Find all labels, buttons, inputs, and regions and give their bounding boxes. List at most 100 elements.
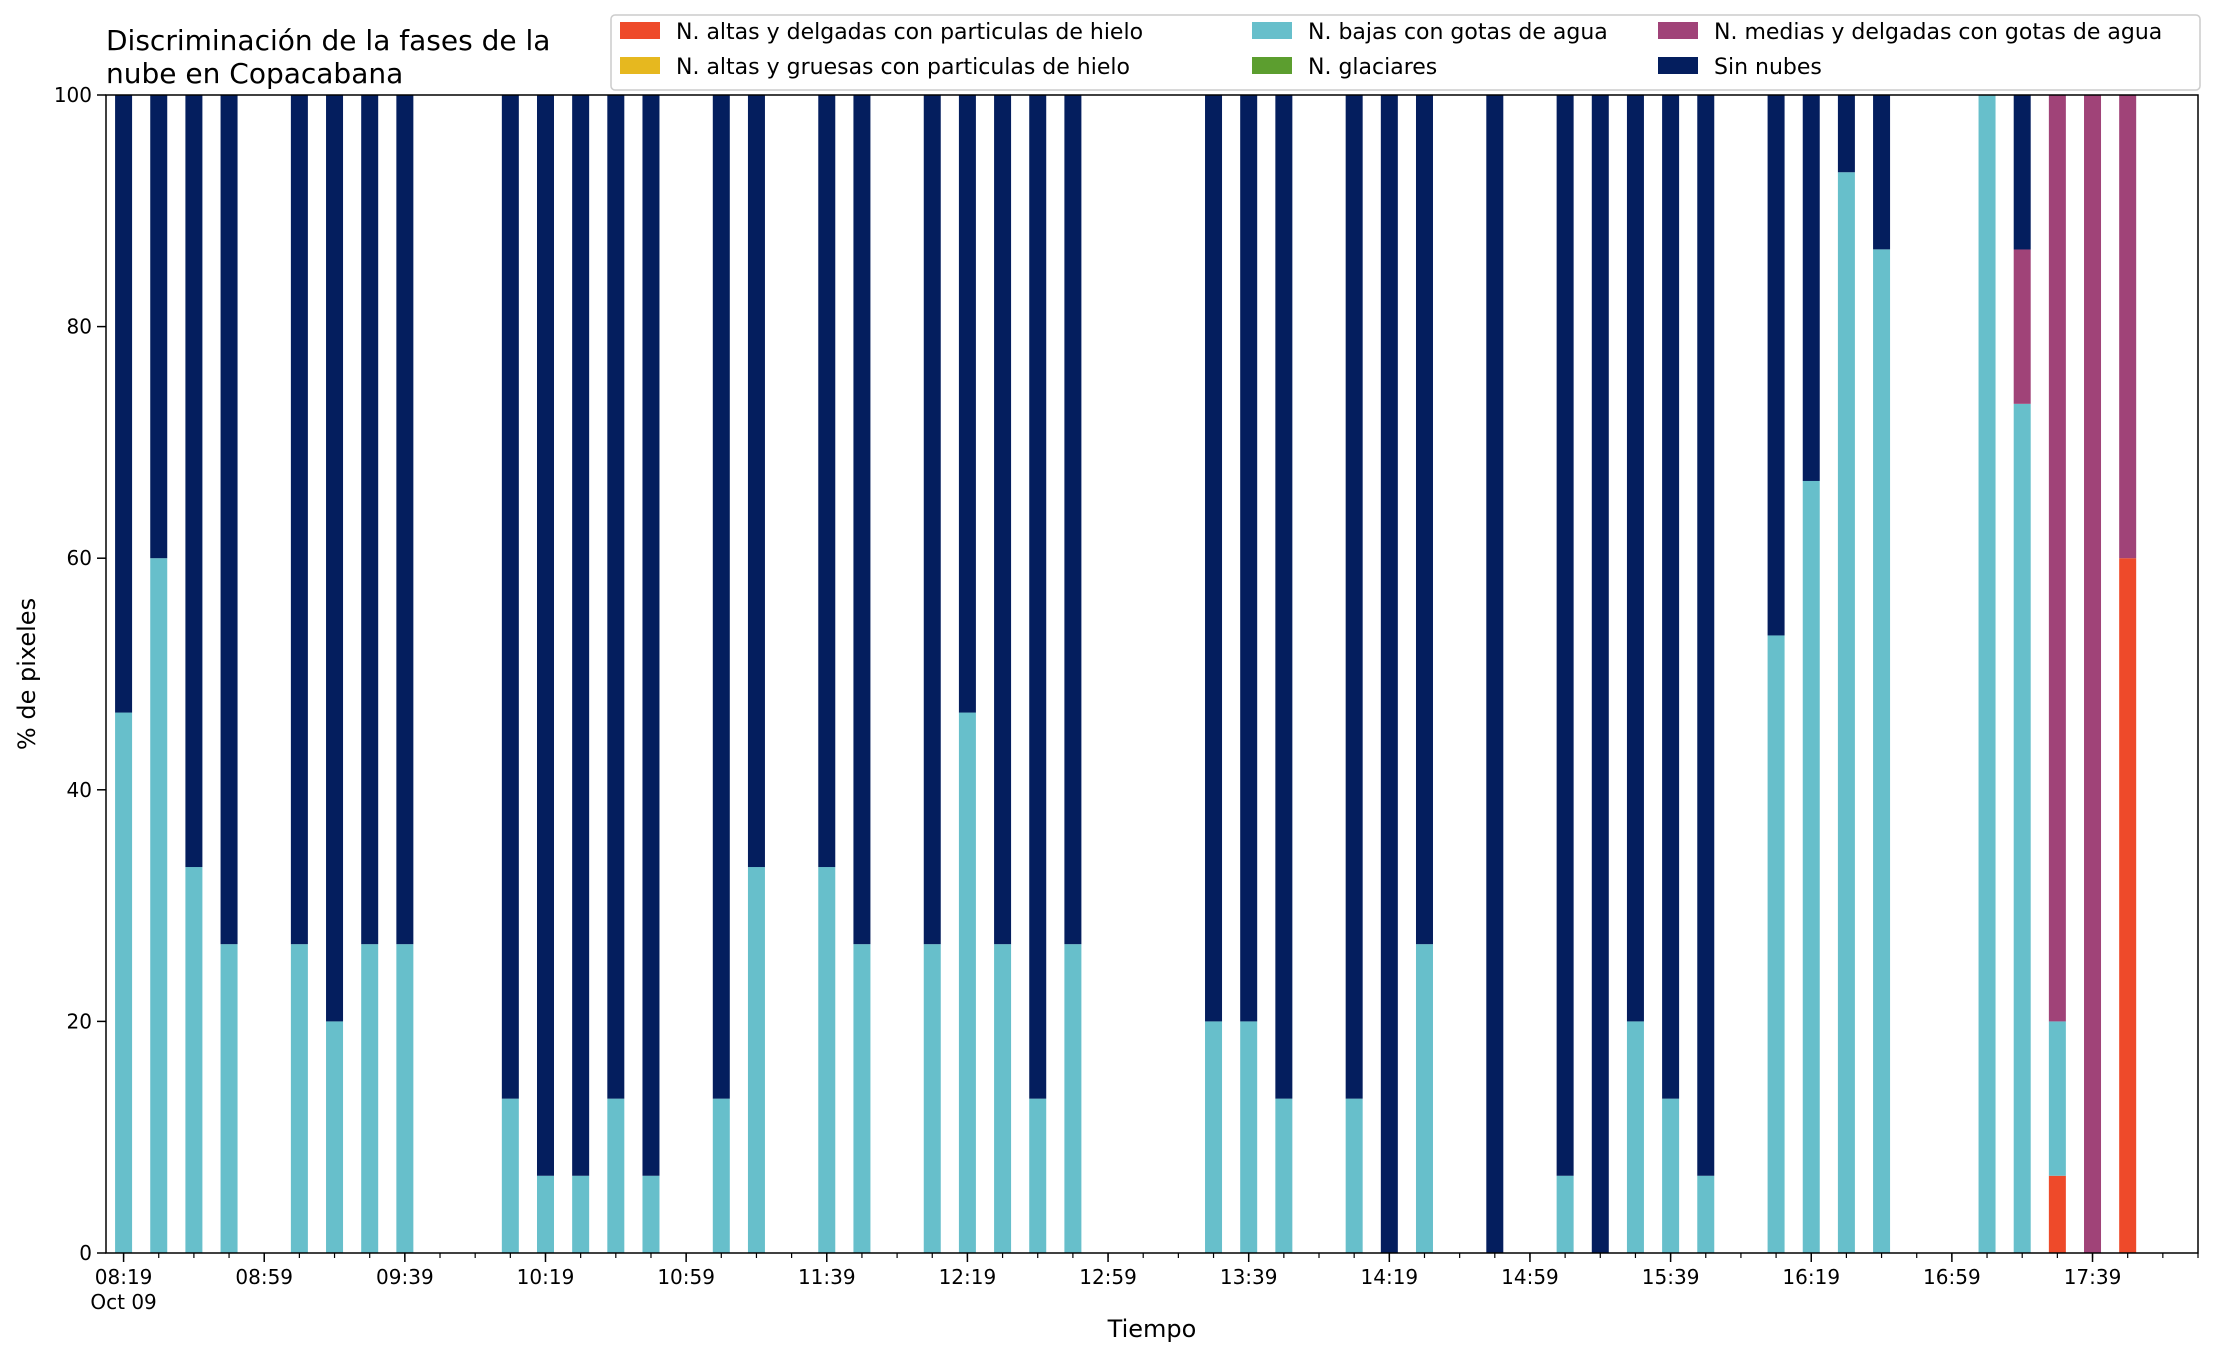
legend-swatch (1658, 22, 1698, 39)
bar-segment (115, 95, 133, 713)
bar-segment (1767, 95, 1785, 636)
x-tick-label: 16:19 (1782, 1265, 1840, 1289)
y-tick-label: 100 (54, 83, 92, 107)
bar-segment (853, 95, 871, 945)
bar-segment (1837, 95, 1855, 173)
bar-segment (1802, 480, 1820, 1253)
bar-segment (923, 944, 941, 1253)
bar-segment (290, 944, 308, 1253)
bar-segment (642, 1175, 660, 1253)
bar-segment (115, 712, 133, 1253)
y-tick-label: 20 (67, 1009, 92, 1033)
bar-segment (501, 1098, 519, 1253)
bar-segment (396, 944, 414, 1253)
bar-segment (747, 867, 765, 1253)
bar-segment (958, 712, 976, 1253)
x-tick-label: 13:39 (1220, 1265, 1278, 1289)
bar-segment (1556, 95, 1574, 1176)
bar-segment (1345, 1098, 1363, 1253)
bar-segment (536, 1175, 554, 1253)
bar-segment (185, 95, 203, 868)
x-tick-label: 08:59 (235, 1265, 293, 1289)
bar-segment (818, 867, 836, 1253)
bar-segment (712, 95, 730, 1099)
bar-segment (607, 95, 625, 1099)
bar-segment (1626, 1021, 1644, 1253)
bar-segment (1415, 95, 1433, 945)
bar-segment (1064, 944, 1082, 1253)
bar-segment (220, 944, 238, 1253)
bar-segment (818, 95, 836, 868)
legend-label: N. altas y delgadas con particulas de hi… (676, 20, 1143, 45)
bar-segment (1978, 95, 1996, 1253)
bar-segment (994, 944, 1012, 1253)
bar-segment (326, 1021, 344, 1253)
x-tick-label: 14:19 (1361, 1265, 1419, 1289)
x-tick-label: 16:59 (1923, 1265, 1981, 1289)
bar-segment (1697, 1175, 1715, 1253)
bar-segment (501, 95, 519, 1099)
legend-label: N. bajas con gotas de agua (1308, 20, 1608, 45)
x-tick-label: 14:59 (1501, 1265, 1559, 1289)
bar-segment (1029, 95, 1047, 1099)
bar-segment (1205, 1021, 1223, 1253)
legend-swatch (620, 57, 660, 74)
bar-segment (536, 95, 554, 1176)
bar-segment (2013, 403, 2031, 1253)
bar-segment (1486, 95, 1504, 1253)
x-tick-label: 17:39 (2064, 1265, 2122, 1289)
x-tick-label: 10:19 (517, 1265, 575, 1289)
bar-segment (1345, 95, 1363, 1099)
bar-segment (1591, 95, 1609, 1253)
x-tick-label: 10:59 (657, 1265, 715, 1289)
bar-segment (712, 1098, 730, 1253)
legend-swatch (1658, 57, 1698, 74)
legend-frame (610, 14, 2201, 91)
chart-title-line-2: nube en Copacabana (106, 57, 403, 90)
bar-segment (290, 95, 308, 945)
y-tick-label: 40 (67, 778, 92, 802)
bar-segment (853, 944, 871, 1253)
bar-segment (642, 95, 660, 1176)
legend-swatch (1252, 57, 1292, 74)
y-axis-label: % de pixeles (13, 598, 41, 750)
bar-segment (1767, 635, 1785, 1253)
bar-segment (185, 867, 203, 1253)
bar-segment (2048, 95, 2066, 1022)
bar-segment (2119, 95, 2137, 559)
bar-segment (923, 95, 941, 945)
bar-segment (2084, 95, 2102, 1253)
bar-segment (150, 558, 168, 1253)
legend-label: N. glaciares (1308, 55, 1437, 80)
y-tick-label: 0 (79, 1241, 92, 1265)
bar-segment (361, 944, 379, 1253)
bar-segment (958, 95, 976, 713)
legend-label: N. medias y delgadas con gotas de agua (1714, 20, 2162, 45)
bar-segment (572, 95, 590, 1176)
x-axis-label: Tiempo (1107, 1315, 1197, 1343)
bar-segment (1873, 95, 1891, 250)
bar-segment (326, 95, 344, 1022)
plot-frame (105, 94, 2199, 1254)
bar-segment (1802, 95, 1820, 481)
x-tick-label: 08:19 (95, 1265, 153, 1289)
bar-segment (2048, 1175, 2066, 1253)
chart-title-line-1: Discriminación de la fases de la (106, 24, 550, 57)
bar-segment (396, 95, 414, 945)
bar-segment (1064, 95, 1082, 945)
legend-label: Sin nubes (1714, 55, 1822, 80)
bar-segment (994, 95, 1012, 945)
y-tick-label: 60 (67, 546, 92, 570)
bar-segment (747, 95, 765, 868)
bar-segment (2048, 1021, 2066, 1176)
bar-segment (1697, 95, 1715, 1176)
bar-segment (1380, 95, 1398, 1253)
bar-segment (1205, 95, 1223, 1022)
y-axis-ticks: 0 20 40 60 80 100 (54, 83, 106, 1265)
bar-segment (1662, 1098, 1680, 1253)
x-tick-label: 12:59 (1079, 1265, 1137, 1289)
bar-segment (1275, 1098, 1293, 1253)
bar-segment (150, 95, 168, 559)
